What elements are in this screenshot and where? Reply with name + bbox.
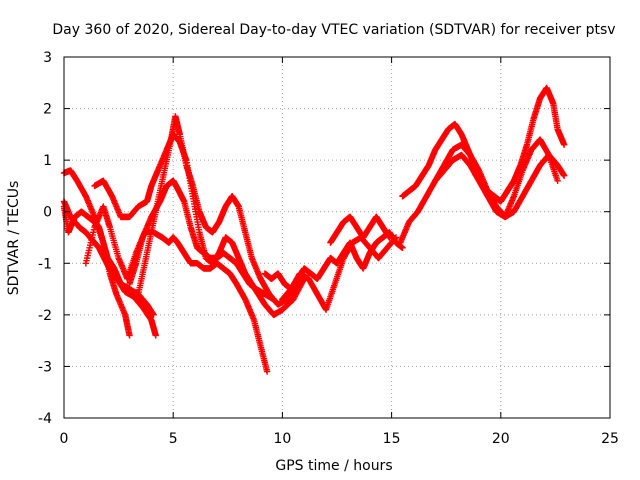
data-point (386, 234, 393, 241)
data-point (126, 332, 133, 339)
grid (64, 57, 610, 418)
x-axis-title: GPS time / hours (275, 458, 392, 474)
data-point (392, 234, 400, 241)
y-tick-label: 1 (43, 153, 52, 169)
x-tick-label: 10 (273, 431, 291, 447)
y-tick-label: 3 (43, 50, 52, 66)
y-axis-title: SDTVAR / TECUs (6, 181, 22, 296)
axes: 0 5 10 15 20 25 -4 -3 -2 -1 0 1 2 3 (38, 50, 619, 447)
data-point (270, 296, 277, 303)
data-points (60, 84, 568, 375)
y-tick-label: 0 (43, 205, 52, 221)
y-tick-label: -2 (38, 308, 52, 324)
data-point (399, 244, 406, 252)
data-point (554, 177, 561, 184)
y-tick-label: -1 (38, 256, 52, 272)
x-tick-label: 5 (169, 431, 178, 447)
x-tick-label: 25 (601, 431, 619, 447)
y-tick-label: -4 (38, 411, 52, 427)
y-tick-label: -3 (38, 359, 52, 375)
data-point (560, 172, 568, 179)
x-tick-label: 0 (60, 431, 69, 447)
chart-title: Day 360 of 2020, Sidereal Day-to-day VTE… (52, 22, 615, 38)
y-tick-label: 2 (43, 102, 52, 118)
data-point (560, 141, 568, 148)
x-tick-label: 20 (492, 431, 510, 447)
plot-frame (63, 56, 611, 419)
data-point (152, 332, 159, 339)
x-tick-label: 15 (383, 431, 401, 447)
data-point (263, 368, 271, 375)
data-point (150, 311, 157, 319)
